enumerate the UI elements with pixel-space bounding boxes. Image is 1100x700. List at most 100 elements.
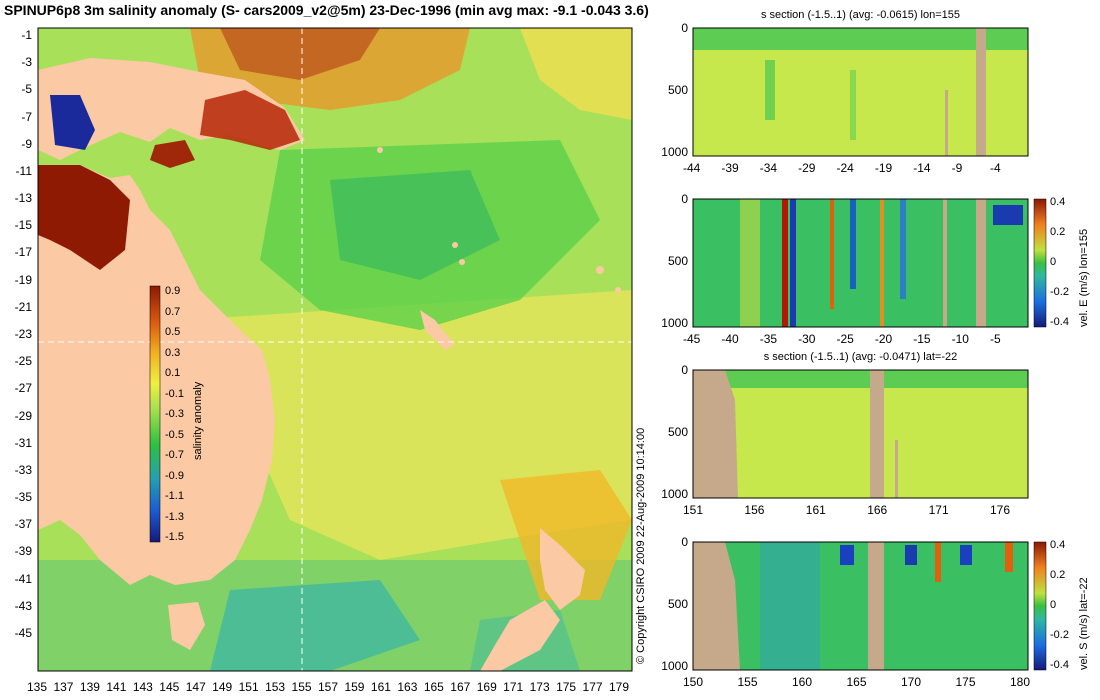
lat-tick: -19 (14, 272, 32, 287)
section-x-tick: 175 (955, 675, 976, 689)
section-x-tick: 166 (867, 503, 888, 517)
lon-tick: 151 (238, 680, 259, 694)
section-x-tick: -45 (683, 332, 701, 346)
colorbar-tick: -1.5 (165, 531, 184, 543)
colorbar-tick: -0.1 (165, 387, 184, 400)
section-x-tick: -39 (721, 161, 739, 175)
depth-tick: 500 (667, 597, 688, 611)
map-colorbar-label: salinity anomaly (192, 381, 204, 460)
section-x-tick: -14 (913, 161, 931, 175)
depth-tick: 1000 (661, 145, 688, 159)
land-new-caledonia (420, 310, 455, 350)
section-x-tick: 165 (846, 675, 867, 689)
vel-e-colorbar (1033, 198, 1047, 328)
colorbar-tick: -0.9 (165, 469, 184, 482)
depth-tick: 0 (681, 192, 688, 206)
lat-tick: -7 (21, 109, 32, 124)
salinity-map (38, 28, 632, 671)
lat-tick: -37 (14, 517, 32, 532)
lat-tick: -21 (14, 299, 32, 314)
section-x-tick: -20 (874, 332, 893, 346)
lon-tick: 171 (503, 680, 524, 694)
section-x-tick: -9 (951, 161, 963, 175)
panel-vs-lat-plot (692, 541, 1047, 671)
section-x-tick: 156 (744, 503, 765, 517)
colorbar-tick: -0.7 (165, 449, 184, 461)
colorbar-tick: -1.1 (165, 490, 184, 502)
vel-colorbar-label: vel. S (m/s) lat=-22 (1078, 577, 1090, 670)
lon-tick: 177 (582, 680, 603, 694)
lon-tick: 179 (609, 680, 630, 694)
section-x-tick: -29 (798, 161, 816, 175)
lon-tick: 169 (476, 680, 497, 694)
lon-tick: 149 (212, 680, 233, 694)
lon-tick: 155 (291, 680, 312, 694)
colorbar-tick: -1.3 (165, 510, 184, 523)
map-colorbar (149, 285, 161, 543)
lat-tick: -41 (14, 571, 32, 586)
section-x-tick: -40 (721, 332, 739, 346)
section-x-tick: 151 (683, 503, 704, 517)
lon-tick: 167 (450, 680, 471, 694)
section-x-tick: -15 (913, 332, 931, 346)
vel-colorbar-tick: -0.4 (1050, 659, 1069, 671)
vel-colorbar-tick: 0.4 (1050, 539, 1066, 551)
vel-colorbar-label: vel. E (m/s) lon=155 (1078, 228, 1090, 327)
vel-s-colorbar (1033, 541, 1047, 671)
lon-tick: 145 (159, 680, 180, 694)
panel-ve-lon-plot (692, 198, 1047, 328)
lon-tick: 173 (529, 680, 550, 694)
lon-tick: 159 (344, 680, 365, 694)
lat-tick: -9 (21, 136, 32, 151)
lat-tick: -25 (14, 354, 32, 369)
vel-colorbar-tick: -0.4 (1050, 316, 1069, 328)
colorbar-tick: -0.5 (165, 428, 184, 441)
section-x-tick: -19 (874, 161, 893, 175)
lat-tick: -33 (14, 462, 32, 477)
section-x-tick: -25 (836, 332, 854, 346)
lon-tick: 163 (397, 680, 418, 694)
panel-s-lon-plot (692, 27, 1029, 157)
section-x-tick: 155 (737, 675, 758, 689)
depth-tick: 1000 (661, 659, 688, 673)
lat-tick: -31 (14, 435, 32, 450)
section-x-tick: -35 (759, 332, 778, 346)
lat-tick: -39 (14, 544, 32, 559)
lon-tick: 147 (185, 680, 206, 694)
colorbar-tick: 0.5 (165, 326, 181, 338)
section-x-tick: 150 (683, 675, 704, 689)
colorbar-tick: 0.1 (165, 367, 181, 379)
lon-tick: 157 (318, 680, 339, 694)
section-x-tick: 160 (792, 675, 813, 689)
figure-title: SPINUP6p8 3m salinity anomaly (S- cars20… (4, 2, 649, 18)
vel-colorbar-tick: 0.2 (1050, 569, 1066, 581)
section-x-tick: -10 (951, 332, 969, 346)
land-new-zealand-south (480, 600, 560, 671)
lat-tick: -3 (21, 55, 32, 70)
depth-tick: 0 (681, 535, 688, 549)
section-x-tick: 161 (805, 503, 826, 517)
panel-s-lat-plot (692, 369, 1029, 499)
depth-tick: 0 (681, 363, 688, 377)
vel-colorbar-tick: -0.2 (1050, 629, 1069, 641)
section-x-tick: -4 (990, 161, 1001, 175)
depth-tick: 1000 (661, 487, 688, 501)
section-x-tick: 176 (990, 503, 1011, 517)
lat-tick: -27 (14, 381, 32, 396)
lat-tick: -5 (21, 82, 32, 97)
section-x-tick: 180 (1010, 675, 1031, 689)
panel-title: s section (-1.5..1) (avg: -0.0615) lon=1… (760, 9, 961, 21)
section-x-tick: 170 (901, 675, 922, 689)
vel-colorbar-tick: 0 (1050, 599, 1057, 611)
lat-tick: -29 (14, 408, 32, 423)
vel-colorbar-tick: 0 (1050, 256, 1057, 268)
lon-tick: 161 (370, 680, 391, 694)
lon-tick: 175 (556, 680, 577, 694)
panel-title: s section (-1.5..1) (avg: -0.0471) lat=-… (763, 351, 958, 363)
lat-tick: -15 (14, 218, 32, 233)
lat-tick: -17 (14, 245, 32, 260)
lon-tick: 153 (265, 680, 286, 694)
depth-tick: 500 (667, 254, 688, 268)
section-x-tick: -24 (836, 161, 854, 175)
